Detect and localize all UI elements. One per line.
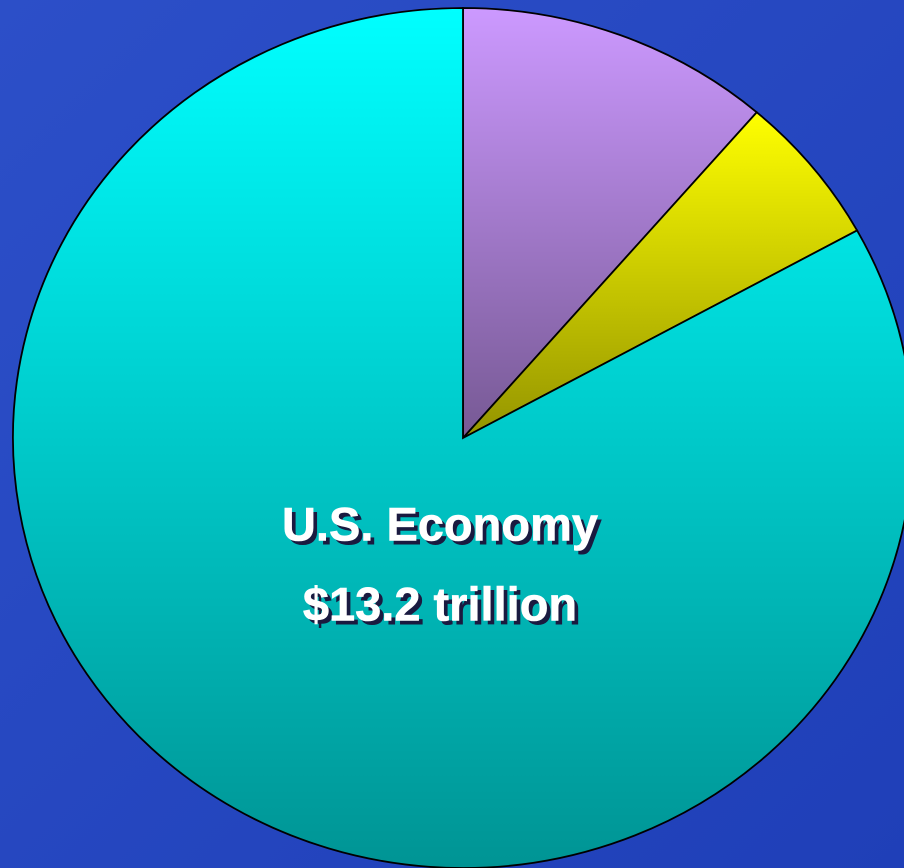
slice-label-shadow: U.S. Economy [286, 501, 602, 554]
slice-label: U.S. Economy [282, 497, 598, 550]
slice-shade [12, 7, 904, 868]
slice-shade [462, 111, 859, 439]
slice-label: $13.2 trillion [303, 577, 577, 630]
pie [12, 7, 904, 868]
slice-label-shadow: $13.2 trillion [307, 581, 581, 634]
slice-shade [462, 7, 759, 441]
